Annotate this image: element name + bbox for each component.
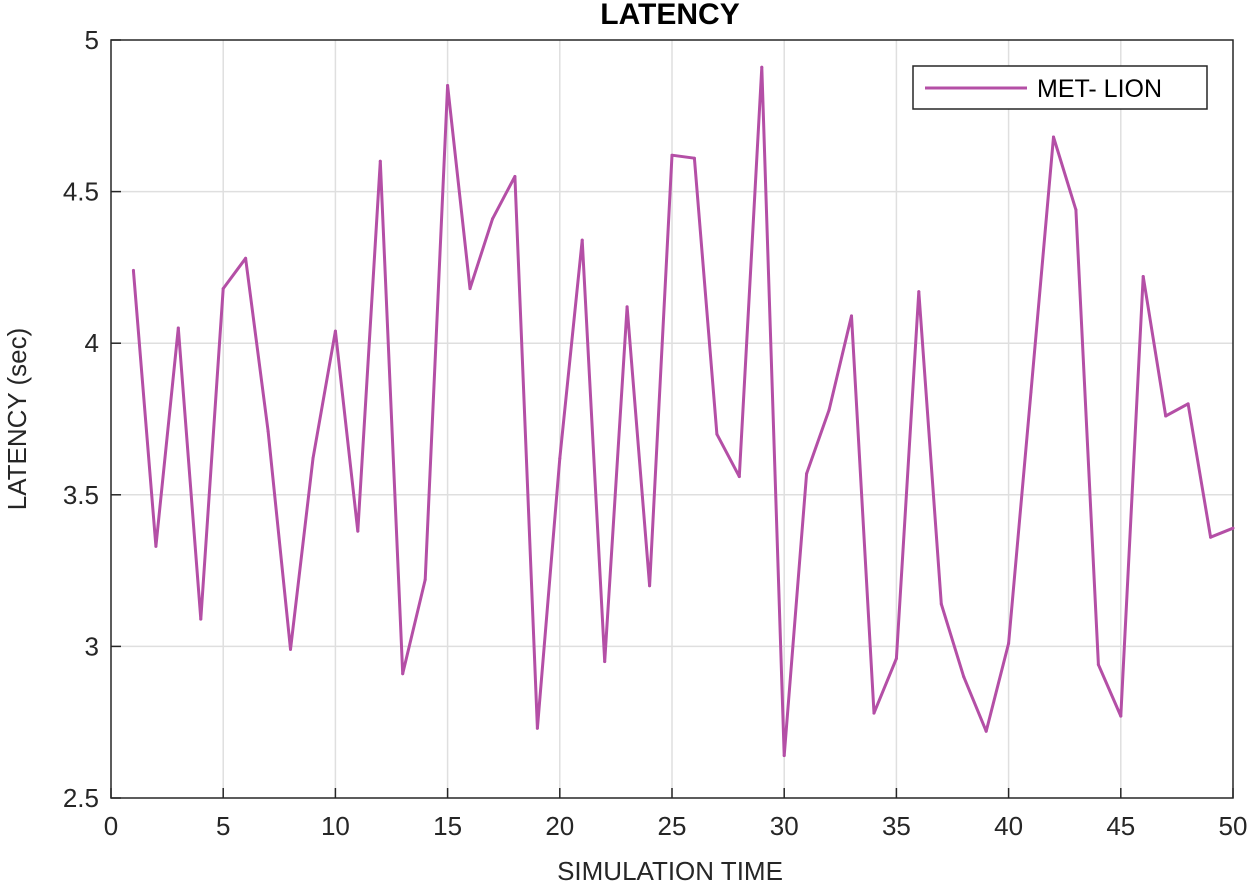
data-point — [1074, 208, 1078, 212]
data-point — [423, 578, 427, 582]
legend: MET- LION — [912, 65, 1208, 110]
data-point — [760, 65, 764, 69]
data-point — [917, 290, 921, 294]
y-axis-label: LATENCY (sec) — [2, 328, 32, 511]
data-point — [984, 729, 988, 733]
x-tick-label: 35 — [882, 811, 911, 841]
data-point — [535, 726, 539, 730]
x-tick-label: 20 — [545, 811, 574, 841]
data-point — [266, 429, 270, 433]
x-tick-label: 40 — [994, 811, 1023, 841]
data-point — [1029, 390, 1033, 394]
data-point — [827, 408, 831, 412]
data-point — [850, 314, 854, 318]
y-tick-label: 4 — [85, 328, 99, 358]
data-point — [625, 305, 629, 309]
axis-ticks: 0 5 10 15 20 25 30 35 40 45 50 2.5 3 3.5 4 4.5 5 — [63, 25, 1248, 841]
data-point — [446, 83, 450, 87]
data-point — [244, 256, 248, 260]
series-line-met-lion — [131, 65, 1234, 758]
data-point — [782, 754, 786, 758]
x-tick-label: 30 — [770, 811, 799, 841]
data-point — [221, 287, 225, 291]
data-point — [1231, 526, 1235, 530]
data-point — [872, 711, 876, 715]
data-point — [513, 174, 517, 178]
grid-lines — [111, 40, 1233, 798]
x-tick-label: 25 — [658, 811, 687, 841]
data-point — [580, 238, 584, 242]
x-tick-label: 5 — [216, 811, 230, 841]
x-axis-label: SIMULATION TIME — [557, 856, 783, 885]
x-tick-label: 10 — [321, 811, 350, 841]
data-point — [490, 217, 494, 221]
data-point — [131, 268, 135, 272]
data-point — [670, 153, 674, 157]
chart-title: LATENCY — [600, 0, 739, 31]
data-point — [894, 657, 898, 661]
data-point — [311, 456, 315, 460]
x-tick-label: 0 — [104, 811, 118, 841]
data-point — [401, 672, 405, 676]
x-tick-label: 15 — [433, 811, 462, 841]
data-point — [692, 156, 696, 160]
data-point — [378, 159, 382, 163]
legend-entry-met-lion: MET- LION — [1037, 75, 1162, 103]
y-tick-label: 3 — [85, 631, 99, 661]
y-tick-label: 4.5 — [63, 177, 99, 207]
data-point — [939, 602, 943, 606]
data-point — [289, 647, 293, 651]
data-point — [356, 529, 360, 533]
data-point — [558, 456, 562, 460]
data-point — [805, 472, 809, 476]
data-point — [176, 326, 180, 330]
y-tick-label: 3.5 — [63, 480, 99, 510]
data-point — [154, 544, 158, 548]
y-tick-label: 2.5 — [63, 783, 99, 813]
x-tick-label: 45 — [1106, 811, 1135, 841]
data-point — [1051, 135, 1055, 139]
data-point — [1141, 274, 1145, 278]
data-point — [715, 432, 719, 436]
x-tick-label: 50 — [1219, 811, 1248, 841]
data-point — [468, 287, 472, 291]
data-point — [1164, 414, 1168, 418]
data-point — [1186, 402, 1190, 406]
data-point — [603, 660, 607, 664]
data-point — [962, 675, 966, 679]
data-point — [199, 617, 203, 621]
data-point — [1209, 535, 1213, 539]
y-tick-label: 5 — [85, 25, 99, 55]
data-point — [333, 329, 337, 333]
data-point — [648, 584, 652, 588]
data-point — [1096, 663, 1100, 667]
data-point — [737, 475, 741, 479]
data-point — [1119, 714, 1123, 718]
data-point — [1007, 641, 1011, 645]
series-layer — [131, 65, 1235, 758]
